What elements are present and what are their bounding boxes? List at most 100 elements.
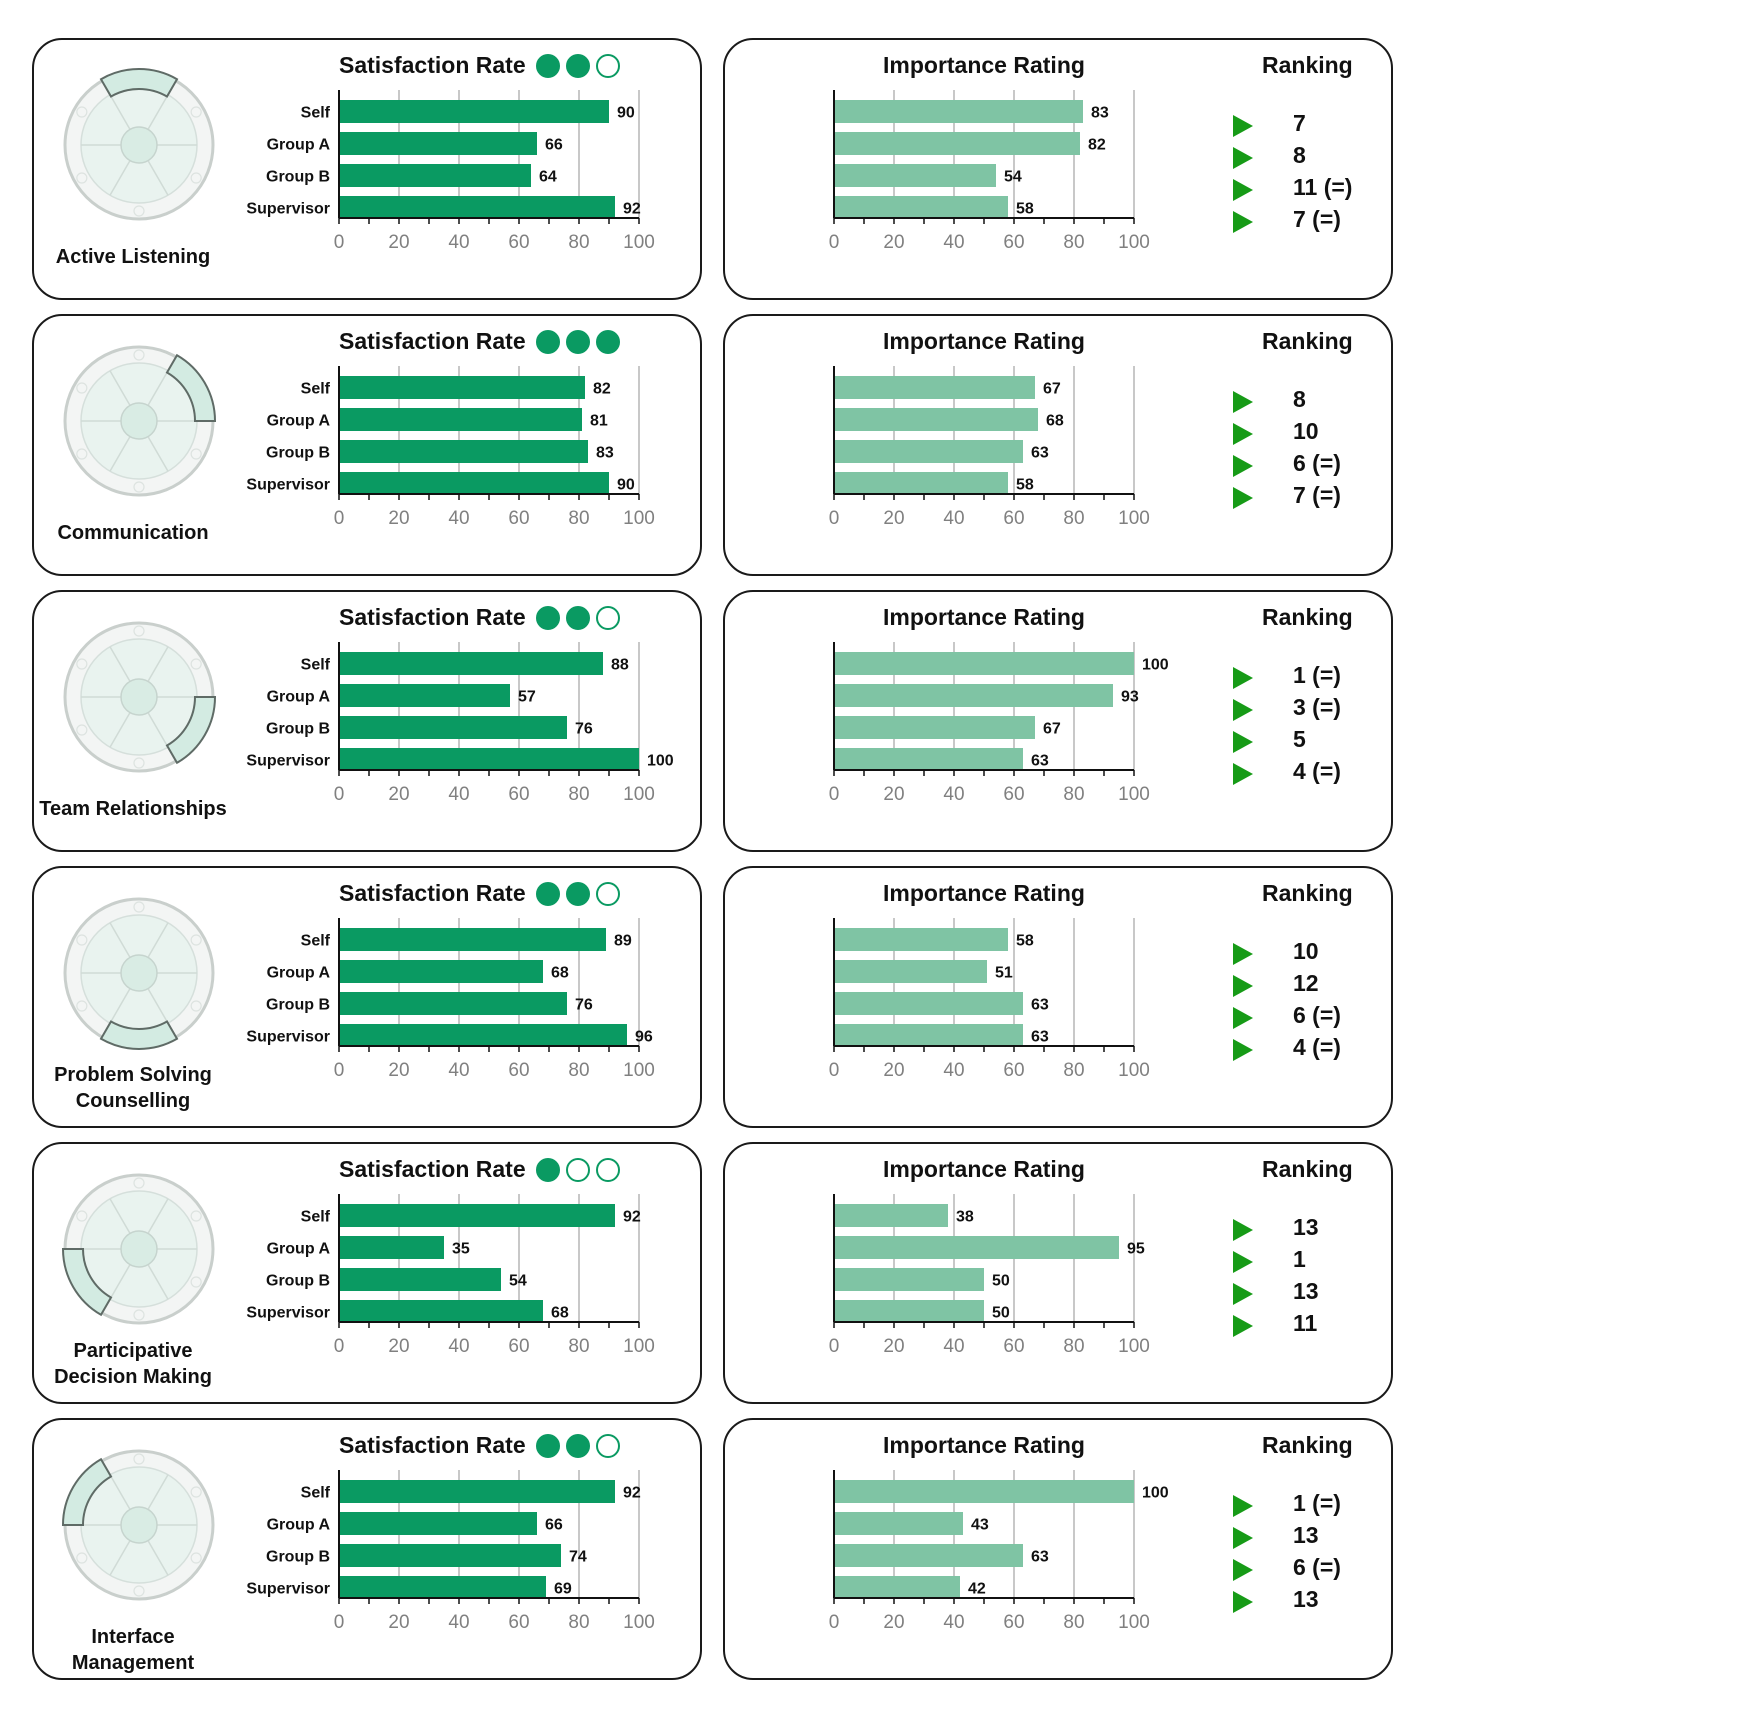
bar — [834, 748, 1023, 771]
wheel-hub — [120, 678, 158, 716]
tick-label: 40 — [943, 232, 964, 253]
circle-icon — [566, 330, 590, 354]
right-triangle-icon — [1233, 1495, 1253, 1517]
ranking-item: 10 — [1233, 418, 1383, 450]
bar — [339, 440, 588, 463]
ranking-value: 6 (=) — [1293, 1002, 1341, 1028]
satisfaction-dots — [536, 1434, 620, 1458]
ranking-value: 6 (=) — [1293, 450, 1341, 476]
data-label: 90 — [617, 105, 635, 122]
wheel-spoke — [147, 1474, 169, 1510]
category-label: Supervisor — [246, 1029, 330, 1046]
satisfaction-card: Team Relationships Satisfaction Rate 88 Sel… — [32, 590, 702, 852]
puzzle-knob — [76, 658, 88, 670]
bar — [339, 1268, 501, 1291]
ranking-item: 6 (=) — [1233, 450, 1383, 482]
bar — [834, 1576, 960, 1599]
competency-title: Interface Management — [71, 1626, 195, 1674]
ranking-item: 1 (=) — [1233, 662, 1383, 694]
tick-label: 0 — [829, 1612, 840, 1633]
wheel-hub — [120, 1230, 158, 1268]
data-label: 100 — [647, 753, 674, 770]
data-label: 83 — [1091, 105, 1109, 122]
ranking-title: Ranking — [1262, 880, 1353, 906]
wheel-hub — [120, 126, 158, 164]
data-label: 82 — [1088, 137, 1106, 154]
tick-label: 0 — [334, 784, 345, 805]
importance-card: Importance Rating Ranking 67 68 63 58 0 20 40 60 8… — [723, 314, 1393, 576]
puzzle-wheel-icon — [63, 345, 217, 497]
right-triangle-icon — [1233, 1591, 1253, 1613]
wheel-hub — [120, 1506, 158, 1544]
data-label: 54 — [509, 1273, 527, 1290]
ranking-value: 7 — [1293, 110, 1306, 136]
right-triangle-icon — [1233, 115, 1253, 137]
puzzle-knob — [76, 934, 88, 946]
tick-label: 40 — [943, 1612, 964, 1633]
wheel-hub — [120, 954, 158, 992]
ranking-value: 5 — [1293, 726, 1306, 752]
wheel-spoke — [147, 712, 169, 748]
ranking-item: 13 — [1233, 1278, 1383, 1310]
tick-label: 20 — [883, 784, 904, 805]
puzzle-knob — [133, 481, 145, 493]
tick-label: 20 — [883, 1612, 904, 1633]
competency-row: Interface Management Satisfaction Rate 92 S… — [0, 1418, 1748, 1680]
right-triangle-icon — [1233, 1559, 1253, 1581]
data-label: 100 — [1142, 1485, 1169, 1502]
data-label: 38 — [956, 1209, 974, 1226]
circle-icon — [566, 1158, 590, 1182]
data-label: 51 — [995, 965, 1013, 982]
tick-label: 20 — [883, 508, 904, 529]
bar — [339, 1480, 615, 1503]
tick-label: 20 — [388, 1060, 409, 1081]
ranking-value: 4 (=) — [1293, 1034, 1341, 1060]
right-triangle-icon — [1233, 211, 1253, 233]
bar — [834, 1204, 948, 1227]
data-label: 66 — [545, 1517, 563, 1534]
data-label: 90 — [617, 477, 635, 494]
category-label: Group B — [266, 997, 330, 1014]
data-label: 66 — [545, 137, 563, 154]
tick-label: 0 — [334, 508, 345, 529]
data-label: 81 — [590, 413, 608, 430]
ranking-title: Ranking — [1262, 328, 1353, 354]
category-label: Self — [301, 933, 331, 950]
data-label: 96 — [635, 1029, 653, 1046]
circle-icon — [536, 1158, 560, 1182]
right-triangle-icon — [1233, 975, 1253, 997]
puzzle-knob — [190, 934, 202, 946]
bar — [834, 652, 1134, 675]
puzzle-knob — [76, 724, 88, 736]
puzzle-knob — [76, 1552, 88, 1564]
bar — [834, 1512, 963, 1535]
data-label: 92 — [623, 201, 641, 218]
category-label: Self — [301, 381, 331, 398]
right-triangle-icon — [1233, 1527, 1253, 1549]
category-label: Group B — [266, 1549, 330, 1566]
highlighted-wedge — [61, 1248, 113, 1317]
importance-chart: 100 43 63 42 0 20 40 60 80 100 — [829, 1470, 1169, 1633]
wheel-spoke — [109, 1264, 131, 1300]
right-triangle-icon — [1233, 1251, 1253, 1273]
wheel-spoke — [109, 1540, 131, 1576]
wheel-spoke — [147, 922, 169, 958]
bar — [834, 1300, 984, 1323]
ranking-value: 8 — [1293, 386, 1306, 412]
data-label: 50 — [992, 1305, 1010, 1322]
tick-label: 100 — [623, 508, 655, 529]
tick-label: 60 — [508, 784, 529, 805]
category-label: Group B — [266, 445, 330, 462]
competency-row: Team Relationships Satisfaction Rate 88 Sel… — [0, 590, 1748, 852]
tick-label: 40 — [943, 784, 964, 805]
ranking-title: Ranking — [1262, 604, 1353, 630]
tick-label: 100 — [623, 1336, 655, 1357]
tick-label: 80 — [568, 1612, 589, 1633]
ranking-item: 13 — [1233, 1214, 1383, 1246]
ranking-value: 1 (=) — [1293, 662, 1341, 688]
bar — [339, 748, 639, 771]
data-label: 54 — [1004, 169, 1022, 186]
satisfaction-title: Satisfaction Rate — [339, 328, 526, 354]
